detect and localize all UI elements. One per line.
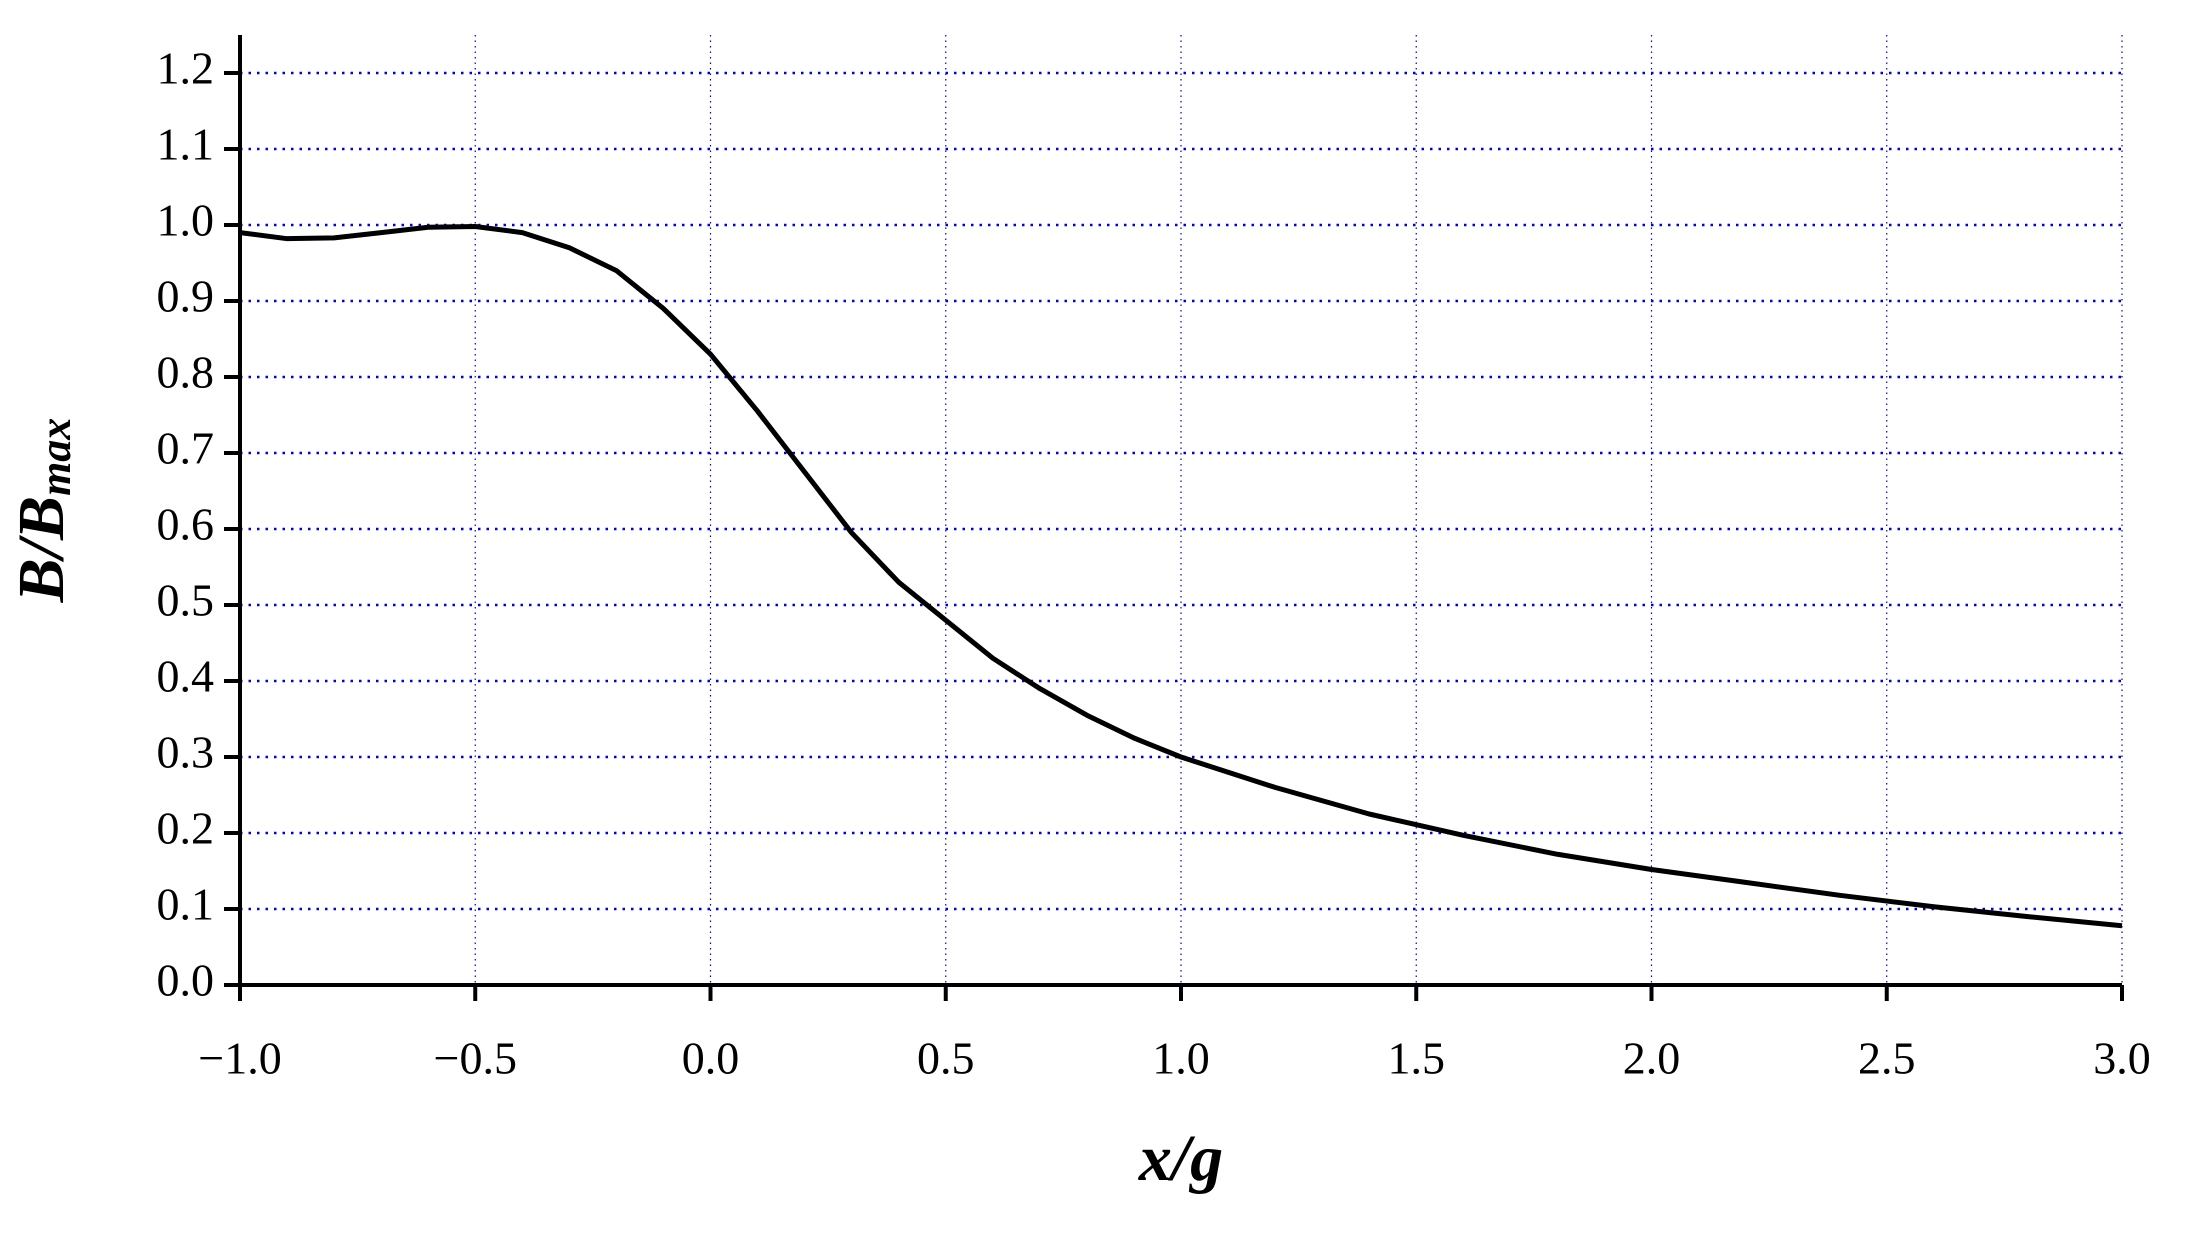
x-axis-label: x/g: [1138, 1122, 1223, 1195]
y-tick-label: 0.3: [157, 727, 215, 778]
x-tick-label: 0.0: [682, 1033, 740, 1084]
y-axis-label-sub: max: [31, 418, 80, 496]
y-tick-label: 0.6: [157, 499, 215, 550]
y-tick-label: 1.1: [157, 119, 215, 170]
x-tick-label: 1.0: [1152, 1033, 1210, 1084]
y-tick-label: 0.1: [157, 879, 215, 930]
x-tick-label: 1.5: [1388, 1033, 1446, 1084]
y-tick-label: 0.7: [157, 423, 215, 474]
y-axis-label-main: B/B: [5, 496, 78, 603]
x-tick-label: 3.0: [2093, 1033, 2151, 1084]
x-tick-label: −1.0: [198, 1033, 281, 1084]
x-tick-label: 2.5: [1858, 1033, 1916, 1084]
x-tick-label: −0.5: [434, 1033, 517, 1084]
y-tick-label: 0.9: [157, 271, 215, 322]
x-tick-label: 2.0: [1623, 1033, 1681, 1084]
y-axis-label: B/Bmax: [5, 418, 80, 604]
y-tick-label: 0.2: [157, 803, 215, 854]
y-tick-label: 1.0: [157, 195, 215, 246]
y-tick-label: 0.4: [157, 651, 215, 702]
y-tick-label: 1.2: [157, 43, 215, 94]
y-tick-label: 0.0: [157, 955, 215, 1006]
data-line: [239, 224, 2123, 929]
y-tick-label: 0.5: [157, 575, 215, 626]
x-tick-label: 0.5: [917, 1033, 975, 1084]
y-tick-label: 0.8: [157, 347, 215, 398]
